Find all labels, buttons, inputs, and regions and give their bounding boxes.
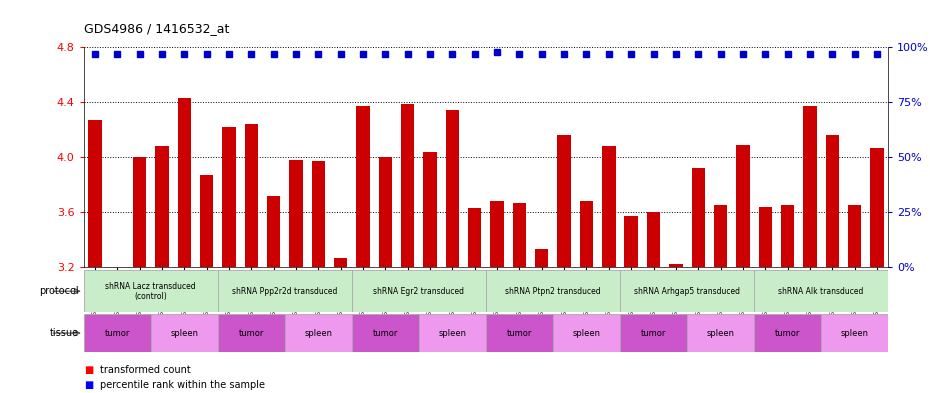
Text: spleen: spleen	[438, 329, 467, 338]
Bar	[620, 270, 754, 312]
Bar	[759, 207, 772, 267]
Bar	[155, 146, 168, 267]
Text: spleen: spleen	[170, 329, 198, 338]
Bar	[535, 249, 549, 267]
Bar	[714, 205, 727, 267]
Bar	[737, 145, 750, 267]
Bar	[445, 110, 459, 267]
Bar	[826, 135, 839, 267]
Text: ■: ■	[84, 380, 93, 390]
Text: transformed count: transformed count	[100, 365, 192, 375]
Text: shRNA Alk transduced: shRNA Alk transduced	[778, 287, 864, 296]
Text: tissue: tissue	[50, 328, 79, 338]
Bar	[356, 106, 370, 267]
Text: shRNA Ppp2r2d transduced: shRNA Ppp2r2d transduced	[232, 287, 338, 296]
Bar	[821, 314, 888, 352]
Bar	[485, 270, 620, 312]
Bar	[692, 168, 705, 267]
Bar	[352, 270, 485, 312]
Text: protocol: protocol	[39, 286, 79, 296]
Text: tumor: tumor	[641, 329, 666, 338]
Bar	[670, 264, 683, 267]
Bar	[218, 270, 352, 312]
Bar	[151, 314, 218, 352]
Text: ■: ■	[84, 365, 93, 375]
Text: tumor: tumor	[775, 329, 801, 338]
Bar	[312, 161, 325, 267]
Bar	[133, 157, 146, 267]
Bar	[401, 103, 415, 267]
Bar	[804, 106, 817, 267]
Bar	[553, 314, 620, 352]
Text: tumor: tumor	[104, 329, 130, 338]
Bar	[222, 127, 235, 267]
Bar	[418, 314, 485, 352]
Text: shRNA Arhgap5 transduced: shRNA Arhgap5 transduced	[634, 287, 740, 296]
Text: tumor: tumor	[507, 329, 532, 338]
Text: GDS4986 / 1416532_at: GDS4986 / 1416532_at	[84, 22, 229, 35]
Bar	[620, 314, 687, 352]
Bar	[512, 202, 526, 267]
Bar	[245, 124, 258, 267]
Bar	[848, 205, 861, 267]
Text: tumor: tumor	[373, 329, 398, 338]
Bar	[870, 147, 883, 267]
Bar	[267, 196, 280, 267]
Bar	[754, 314, 821, 352]
Text: shRNA Egr2 transduced: shRNA Egr2 transduced	[373, 287, 464, 296]
Text: shRNA Ptpn2 transduced: shRNA Ptpn2 transduced	[505, 287, 601, 296]
Bar	[84, 314, 151, 352]
Bar	[579, 201, 593, 267]
Text: spleen: spleen	[707, 329, 735, 338]
Text: shRNA Lacz transduced
(control): shRNA Lacz transduced (control)	[105, 281, 196, 301]
Bar	[423, 152, 437, 267]
Bar	[490, 201, 504, 267]
Bar	[218, 314, 285, 352]
Bar	[334, 258, 348, 267]
Text: tumor: tumor	[239, 329, 264, 338]
Bar	[285, 314, 352, 352]
Bar	[557, 135, 571, 267]
Bar	[289, 160, 302, 267]
Bar	[379, 157, 392, 267]
Bar	[602, 146, 616, 267]
Bar	[624, 216, 638, 267]
Text: spleen: spleen	[573, 329, 601, 338]
Bar	[485, 314, 553, 352]
Bar	[781, 205, 794, 267]
Bar	[468, 208, 482, 267]
Bar	[352, 314, 418, 352]
Bar	[754, 270, 888, 312]
Text: spleen: spleen	[304, 329, 332, 338]
Bar	[200, 175, 213, 267]
Bar	[178, 98, 191, 267]
Bar	[687, 314, 754, 352]
Text: spleen: spleen	[841, 329, 869, 338]
Bar	[88, 120, 101, 267]
Text: percentile rank within the sample: percentile rank within the sample	[100, 380, 265, 390]
Bar	[646, 212, 660, 267]
Bar	[84, 270, 218, 312]
